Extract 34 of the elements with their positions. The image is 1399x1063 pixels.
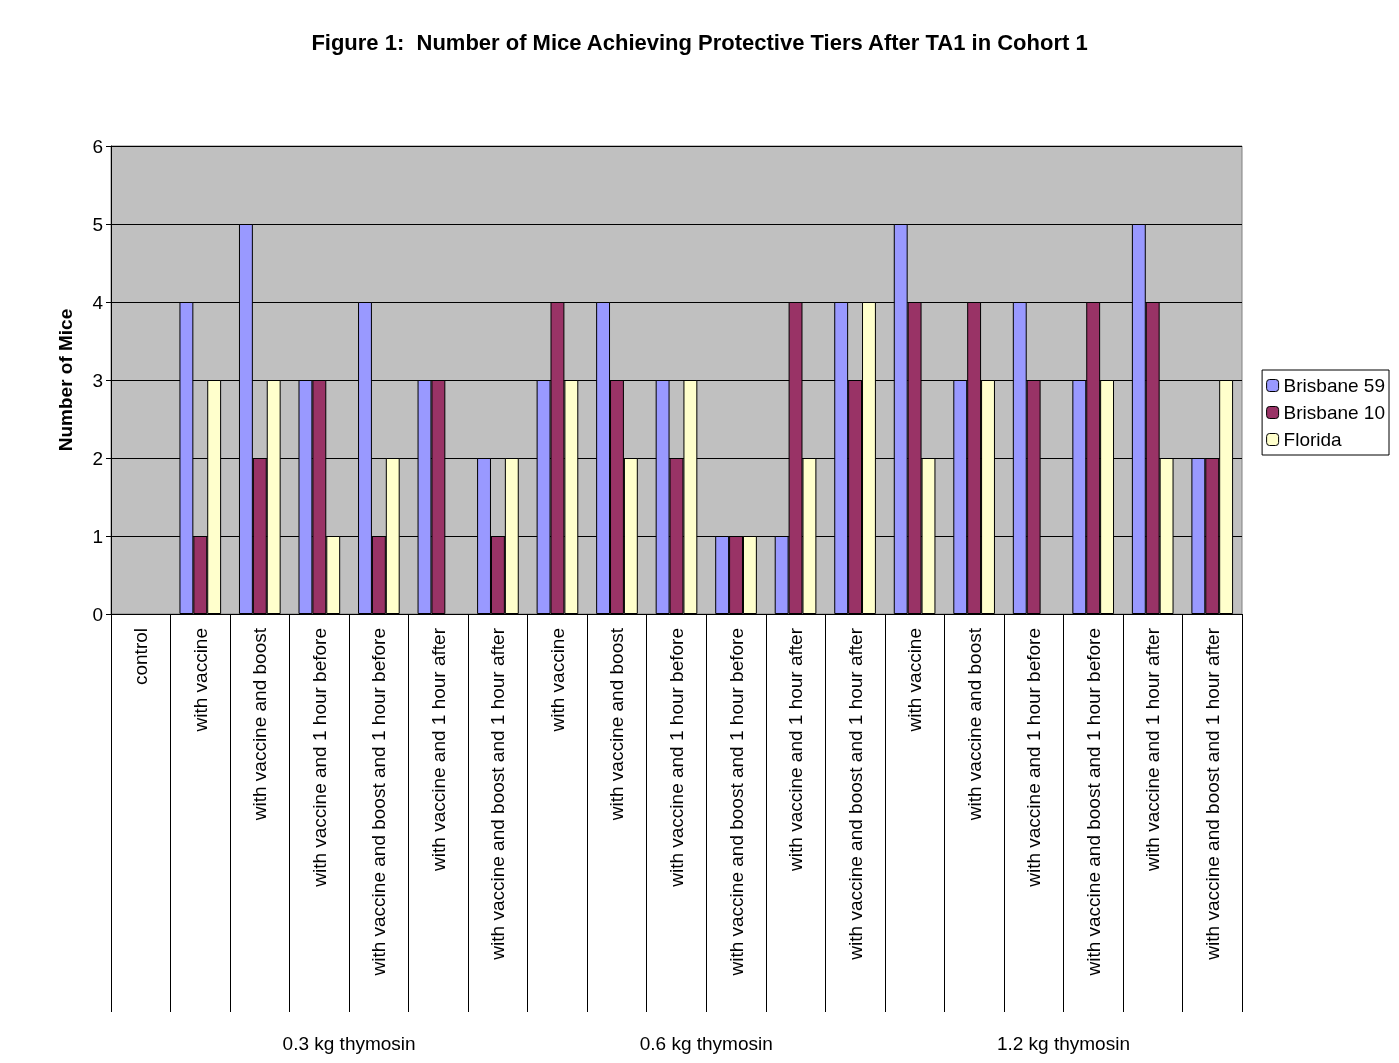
x-tick-label: with vaccine and boost and 1 hour before bbox=[368, 628, 390, 977]
y-tick-label: 1 bbox=[92, 525, 103, 547]
x-tick-label: with vaccine bbox=[546, 628, 568, 733]
legend-label: Brisbane 59 bbox=[1283, 375, 1385, 396]
y-axis-title: Number of Mice bbox=[55, 308, 76, 452]
text: 0.6 kg thymosin bbox=[639, 1032, 773, 1054]
x-tick-label: with vaccine and boost bbox=[249, 627, 271, 822]
x-tick-label: with vaccine bbox=[904, 628, 926, 733]
legend-label: Florida bbox=[1283, 429, 1343, 450]
text: 0.3 kg thymosin bbox=[282, 1032, 416, 1054]
x-tick-label: with vaccine and boost bbox=[606, 627, 628, 822]
x-tick-label: with vaccine and 1 hour before bbox=[308, 628, 330, 888]
x-tick-label: with vaccine and boost and 1 hour before bbox=[725, 628, 747, 977]
y-tick-label: 5 bbox=[92, 213, 103, 235]
legend-label: Brisbane 10 bbox=[1283, 402, 1385, 423]
x-tick-label: with vaccine and 1 hour before bbox=[666, 628, 687, 888]
x-tick-label: with vaccine and 1 hour before bbox=[1023, 628, 1045, 888]
x-tick-label: with vaccine and boost and 1 hour before bbox=[1082, 628, 1104, 977]
x-tick-label: with vaccine and 1 hour after bbox=[427, 627, 449, 872]
chart-title: Figure 1: Number of Mice Achieving Protective Tiers After TA1 in Cohort 1 bbox=[311, 29, 1088, 55]
x-tick-label: control bbox=[130, 628, 152, 686]
y-tick-label: 6 bbox=[92, 135, 103, 157]
y-tick-label: 2 bbox=[92, 447, 103, 469]
x-tick-label: with vaccine and 1 hour after bbox=[1142, 627, 1164, 872]
y-tick-label: 0 bbox=[92, 603, 103, 625]
y-tick-label: 4 bbox=[92, 291, 104, 313]
x-tick-label: with vaccine and boost and 1 hour after bbox=[1201, 627, 1223, 961]
y-tick-label: 3 bbox=[92, 369, 103, 391]
x-tick-label: with vaccine and boost bbox=[963, 627, 985, 822]
text: 1.2 kg thymosin bbox=[996, 1032, 1130, 1054]
x-tick-label: with vaccine and 1 hour after bbox=[785, 627, 807, 872]
x-tick-label: with vaccine and boost and 1 hour after bbox=[487, 627, 509, 961]
x-tick-label: with vaccine and boost and 1 hour after bbox=[844, 627, 866, 961]
x-tick-label: with vaccine bbox=[189, 628, 211, 733]
